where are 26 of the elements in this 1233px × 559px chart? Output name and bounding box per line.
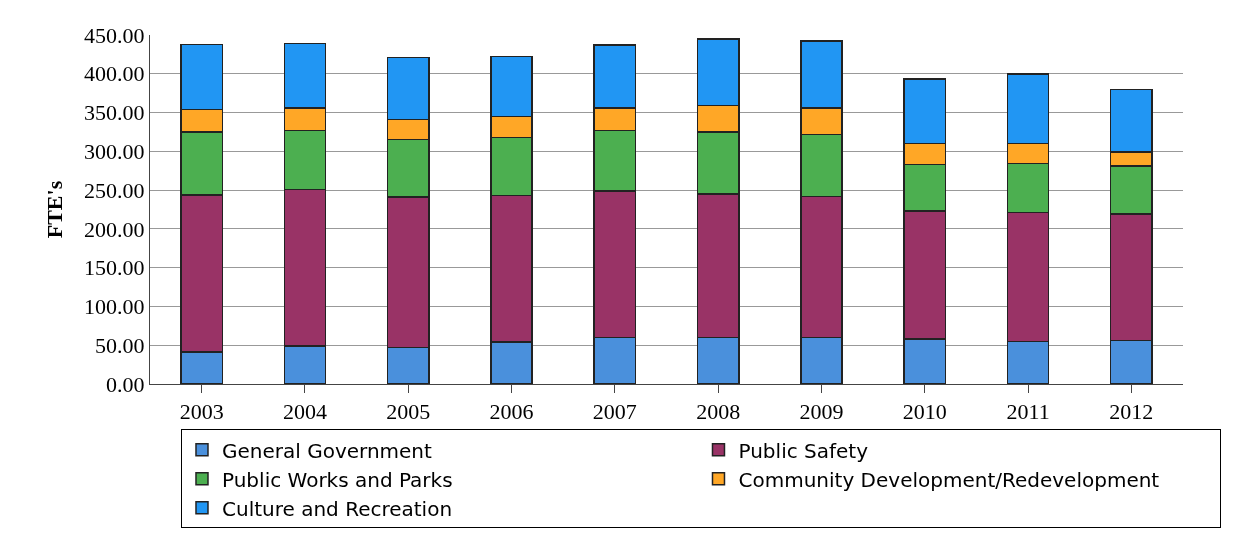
y-axis-title: FTE's [41,180,67,239]
x-tick-label: 2005 [386,399,431,425]
y-tick-label: 200.00 [84,216,145,242]
legend-label: General Government [221,438,433,463]
x-tick-label: 2007 [592,399,637,425]
x-tick-label: 2003 [179,399,224,425]
legend-label: Culture and Recreation [221,496,453,521]
x-tick-label: 2009 [799,399,844,425]
y-tick-label: 150.00 [84,255,145,281]
y-tick-label: 50.00 [95,332,145,358]
y-tick-label: 100.00 [84,294,145,320]
y-tick-label: 400.00 [84,61,145,87]
x-tick-label: 2004 [282,399,327,425]
x-tick-label: 2011 [1006,399,1050,425]
legend-label: Public Works and Parks [221,467,453,492]
y-tick-label: 250.00 [84,177,145,203]
y-tick-label: 450.00 [84,22,145,48]
x-tick-label: 2010 [902,399,947,425]
legend-label: Community Development/Redevelopment [738,467,1160,492]
y-tick-label: 300.00 [84,139,145,165]
x-tick-label: 2008 [696,399,741,425]
legend-label: Public Safety [738,438,869,463]
x-tick-label: 2012 [1109,399,1154,425]
y-tick-label: 350.00 [84,100,145,126]
y-tick-label: 0.00 [106,371,145,397]
x-tick-label: 2006 [489,399,534,425]
